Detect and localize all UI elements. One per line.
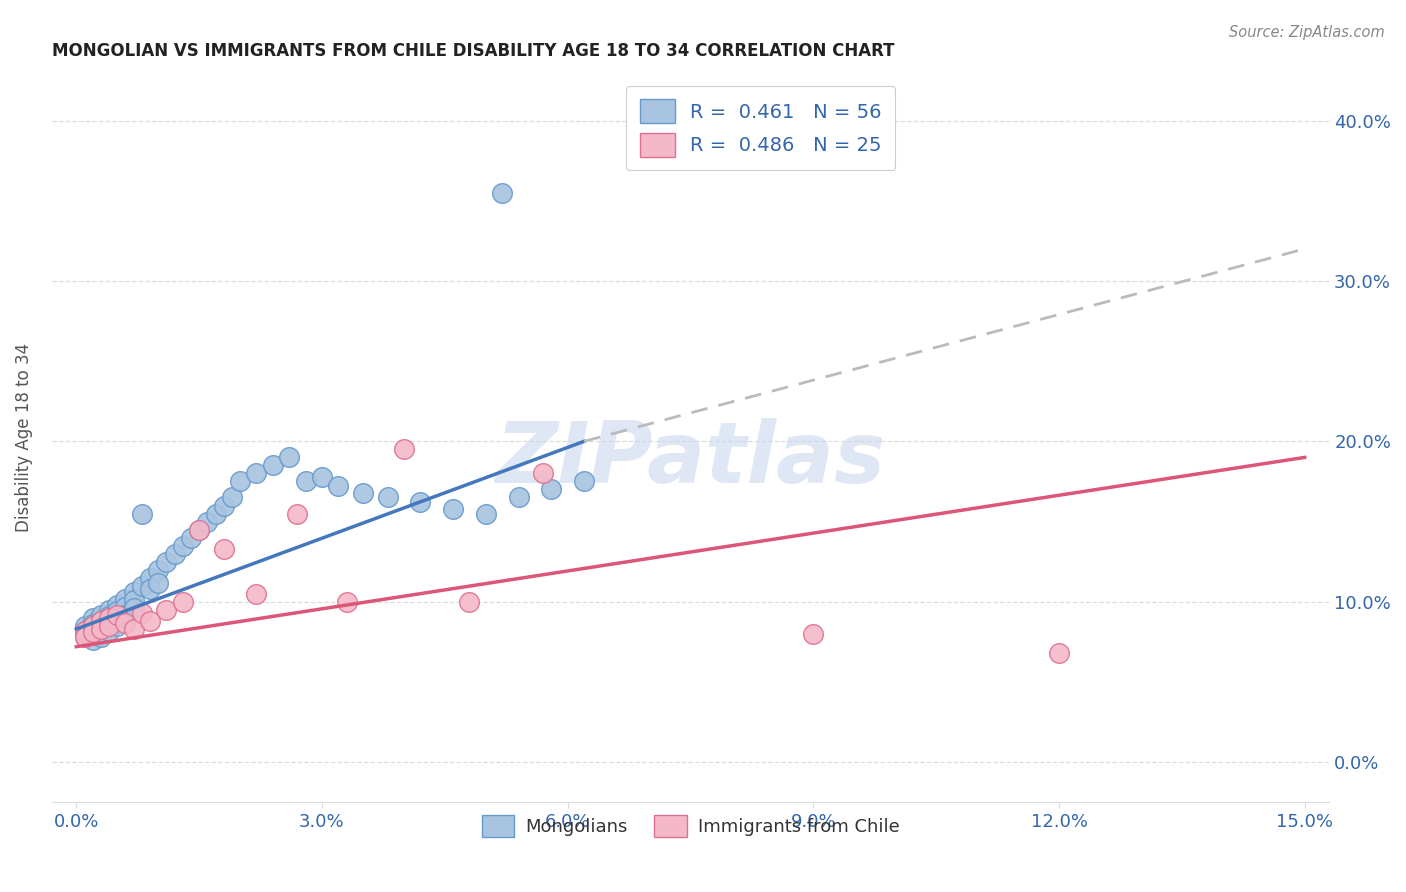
- Point: [212, 541, 235, 556]
- Point: [335, 595, 357, 609]
- Text: ZIPatlas: ZIPatlas: [495, 417, 886, 500]
- Point: [139, 582, 162, 596]
- Point: [82, 619, 104, 633]
- Text: MONGOLIAN VS IMMIGRANTS FROM CHILE DISABILITY AGE 18 TO 34 CORRELATION CHART: MONGOLIAN VS IMMIGRANTS FROM CHILE DISAB…: [52, 42, 894, 60]
- Point: [73, 624, 96, 638]
- Point: [114, 607, 136, 622]
- Point: [122, 601, 145, 615]
- Point: [188, 523, 211, 537]
- Point: [98, 609, 121, 624]
- Legend: Mongolians, Immigrants from Chile: Mongolians, Immigrants from Chile: [474, 808, 907, 845]
- Point: [287, 507, 309, 521]
- Point: [82, 611, 104, 625]
- Point: [508, 491, 530, 505]
- Point: [90, 607, 112, 622]
- Point: [139, 571, 162, 585]
- Point: [73, 630, 96, 644]
- Point: [148, 563, 170, 577]
- Point: [195, 515, 218, 529]
- Point: [245, 587, 267, 601]
- Point: [458, 595, 481, 609]
- Point: [172, 539, 194, 553]
- Point: [90, 614, 112, 628]
- Point: [262, 458, 284, 473]
- Point: [73, 630, 96, 644]
- Point: [1047, 646, 1070, 660]
- Point: [90, 630, 112, 644]
- Point: [212, 499, 235, 513]
- Point: [98, 611, 121, 625]
- Point: [131, 507, 153, 521]
- Point: [114, 599, 136, 614]
- Point: [122, 622, 145, 636]
- Point: [204, 507, 226, 521]
- Point: [105, 607, 128, 622]
- Point: [409, 495, 432, 509]
- Point: [328, 479, 350, 493]
- Point: [311, 469, 333, 483]
- Point: [73, 619, 96, 633]
- Point: [491, 186, 513, 200]
- Point: [377, 491, 399, 505]
- Point: [155, 555, 177, 569]
- Point: [572, 475, 595, 489]
- Point: [105, 611, 128, 625]
- Point: [82, 633, 104, 648]
- Point: [122, 593, 145, 607]
- Text: Source: ZipAtlas.com: Source: ZipAtlas.com: [1229, 25, 1385, 40]
- Point: [155, 603, 177, 617]
- Y-axis label: Disability Age 18 to 34: Disability Age 18 to 34: [15, 343, 32, 532]
- Point: [105, 598, 128, 612]
- Point: [131, 606, 153, 620]
- Point: [180, 531, 202, 545]
- Point: [475, 507, 498, 521]
- Point: [98, 624, 121, 638]
- Point: [163, 547, 186, 561]
- Point: [98, 603, 121, 617]
- Point: [221, 491, 243, 505]
- Point: [90, 622, 112, 636]
- Point: [73, 624, 96, 638]
- Point: [441, 501, 464, 516]
- Point: [105, 604, 128, 618]
- Point: [245, 467, 267, 481]
- Point: [148, 575, 170, 590]
- Point: [98, 619, 121, 633]
- Point: [114, 591, 136, 606]
- Point: [82, 617, 104, 632]
- Point: [114, 615, 136, 630]
- Point: [98, 615, 121, 630]
- Point: [90, 620, 112, 634]
- Point: [122, 585, 145, 599]
- Point: [105, 619, 128, 633]
- Point: [278, 450, 301, 465]
- Point: [229, 475, 252, 489]
- Point: [188, 523, 211, 537]
- Point: [172, 595, 194, 609]
- Point: [392, 442, 415, 457]
- Point: [531, 467, 554, 481]
- Point: [82, 624, 104, 638]
- Point: [90, 614, 112, 628]
- Point: [801, 627, 824, 641]
- Point: [294, 475, 316, 489]
- Point: [139, 614, 162, 628]
- Point: [540, 483, 562, 497]
- Point: [131, 579, 153, 593]
- Point: [82, 625, 104, 640]
- Point: [352, 485, 374, 500]
